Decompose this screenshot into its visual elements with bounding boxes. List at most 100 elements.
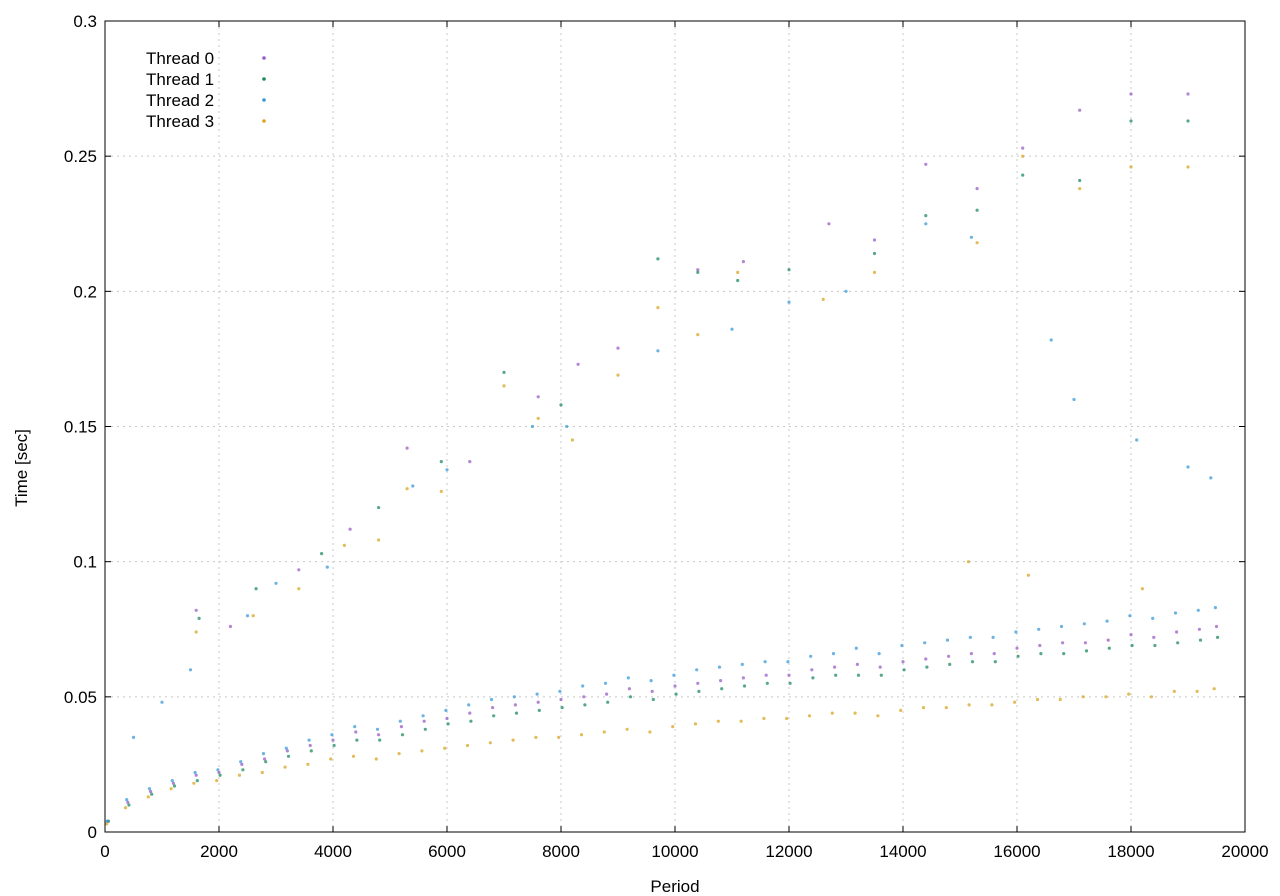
point-thread-2: [421, 714, 425, 718]
point-thread-3: [557, 735, 561, 740]
point-thread-2: [844, 289, 848, 293]
point-thread-0: [627, 687, 632, 691]
point-thread-0: [194, 608, 198, 612]
point-thread-2: [877, 652, 881, 656]
point-thread-3: [616, 373, 620, 377]
point-thread-2: [530, 424, 535, 429]
y-tick-label: 0.3: [73, 12, 97, 31]
point-thread-0: [263, 757, 267, 761]
point-thread-2: [261, 752, 266, 756]
point-thread-3: [696, 333, 700, 337]
point-thread-3: [465, 743, 470, 748]
legend-marker-thread-3: [262, 119, 266, 123]
legend-marker-thread-2: [262, 98, 266, 102]
point-thread-3: [785, 716, 789, 721]
point-thread-1: [1021, 173, 1025, 177]
axis-ticks: [104, 20, 1246, 833]
point-thread-2: [854, 646, 858, 650]
point-thread-3: [1129, 165, 1133, 169]
point-thread-1: [560, 706, 564, 710]
point-thread-3: [899, 708, 903, 713]
point-thread-0: [126, 800, 130, 804]
point-thread-1: [788, 681, 792, 685]
point-thread-3: [671, 725, 675, 729]
point-thread-0: [491, 706, 495, 710]
point-thread-2: [1082, 622, 1086, 626]
point-thread-0: [764, 673, 768, 677]
x-tick-label: 18000: [1107, 842, 1154, 861]
point-thread-0: [1061, 641, 1065, 645]
point-thread-2: [411, 484, 415, 488]
point-thread-1: [1039, 652, 1043, 656]
legend: Thread 0 Thread 1 Thread 2 Thread 3: [146, 49, 266, 131]
point-thread-1: [502, 370, 506, 374]
y-tick-label: 0.25: [64, 147, 97, 166]
point-thread-3: [736, 270, 740, 274]
point-thread-3: [1212, 687, 1216, 691]
point-thread-3: [374, 757, 378, 761]
point-thread-0: [1129, 92, 1133, 96]
point-thread-1: [1153, 643, 1157, 648]
x-tick-labels: 0 2000 4000 6000 8000 10000 12000 14000 16000 180…: [100, 842, 1268, 861]
x-tick-label: 8000: [542, 842, 580, 861]
point-thread-1: [736, 278, 740, 283]
point-thread-3: [351, 754, 356, 758]
point-thread-2: [603, 681, 608, 685]
point-thread-0: [1021, 146, 1025, 150]
point-thread-2: [239, 760, 243, 764]
point-thread-2: [193, 770, 197, 775]
point-thread-3: [656, 306, 660, 310]
legend-label-thread-3: Thread 3: [146, 112, 214, 131]
point-thread-2: [945, 638, 950, 642]
point-thread-1: [423, 727, 427, 731]
point-thread-0: [924, 162, 928, 166]
point-thread-2: [730, 327, 734, 331]
point-thread-1: [902, 668, 906, 672]
point-thread-0: [1197, 627, 1201, 631]
point-thread-1: [765, 681, 769, 685]
y-axis-title: Time [sec]: [12, 429, 31, 507]
point-thread-2: [1072, 397, 1076, 402]
point-thread-0: [377, 733, 381, 737]
point-thread-0: [1083, 641, 1087, 645]
point-thread-1: [1198, 638, 1203, 642]
point-thread-3: [534, 735, 538, 740]
point-thread-2: [900, 643, 904, 648]
point-thread-0: [513, 703, 518, 707]
point-thread-1: [332, 743, 336, 748]
point-thread-2: [924, 222, 928, 226]
point-thread-1: [469, 719, 473, 723]
point-thread-0: [468, 460, 472, 464]
point-thread-0: [331, 738, 335, 742]
point-thread-2: [787, 300, 791, 304]
point-thread-0: [616, 346, 620, 350]
point-thread-0: [422, 719, 426, 723]
point-thread-0: [1129, 633, 1133, 637]
point-thread-3: [716, 719, 720, 723]
point-thread-0: [399, 725, 403, 729]
point-thread-0: [582, 695, 586, 699]
point-thread-2: [740, 662, 744, 667]
point-thread-1: [320, 552, 324, 556]
point-thread-1: [446, 722, 450, 726]
point-thread-1: [1176, 641, 1180, 645]
point-thread-1: [254, 587, 258, 591]
point-thread-3: [283, 765, 287, 769]
point-thread-1: [697, 689, 701, 694]
point-thread-2: [467, 703, 471, 707]
point-thread-0: [872, 238, 877, 242]
point-thread-1: [286, 754, 291, 758]
point-thread-2: [1105, 619, 1109, 623]
point-thread-3: [377, 538, 381, 542]
point-thread-0: [650, 689, 654, 694]
point-thread-1: [811, 676, 815, 680]
point-thread-1: [537, 708, 541, 713]
point-thread-3: [443, 746, 447, 750]
y-tick-label: 0.05: [64, 688, 97, 707]
point-thread-3: [876, 714, 880, 718]
point-thread-3: [648, 730, 652, 734]
point-thread-3: [579, 733, 584, 737]
point-thread-3: [602, 730, 606, 734]
point-thread-2: [1186, 465, 1190, 469]
point-thread-1: [993, 660, 997, 664]
